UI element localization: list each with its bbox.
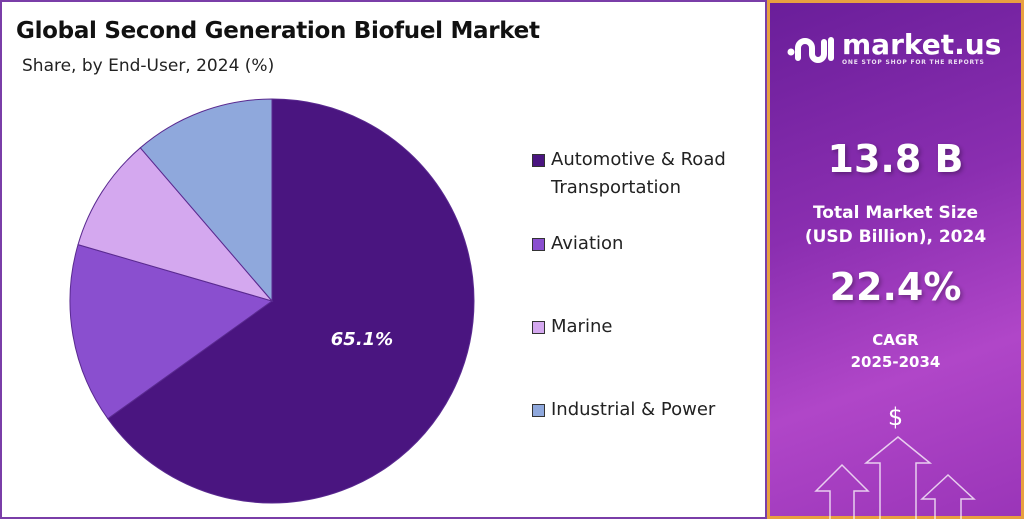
legend-item-aviation: Aviation (532, 230, 623, 258)
legend-label: Transportation (551, 177, 681, 198)
market-size-label-2: (USD Billion), 2024 (804, 227, 987, 247)
pie-slice-2 (77, 147, 274, 302)
legend-label: Aviation (551, 233, 624, 254)
market-size-value: 13.8 B (827, 137, 964, 181)
pie-slice-3 (139, 98, 273, 303)
cagr-period: 2025-2034 (850, 353, 941, 371)
legend-item-industrial: Industrial & Power (532, 396, 715, 424)
legend-swatch (532, 238, 545, 251)
pie-chart: 65.1% (69, 98, 475, 504)
pie-slice-1 (69, 244, 274, 420)
legend-swatch (532, 321, 545, 334)
chart-subtitle: Share, by End-User, 2024 (%) (22, 56, 275, 76)
cagr-value: 22.4% (829, 265, 962, 309)
chart-title: Global Second Generation Biofuel Market (16, 18, 540, 44)
pie-slice-0 (107, 98, 475, 504)
market-size-label: Total Market Size (812, 203, 979, 223)
legend-label: Industrial & Power (551, 399, 716, 420)
legend-label: Marine (551, 316, 613, 337)
summary-panel: market.us ONE STOP SHOP FOR THE REPORTS … (767, 0, 1024, 523)
logo-icon (787, 36, 834, 63)
legend-item-marine: Marine (532, 313, 612, 341)
chart-panel: Global Second Generation Biofuel Market … (0, 0, 767, 519)
data-label-0: 65.1% (331, 329, 393, 350)
legend-item-automotive: Automotive & Road Transportation (532, 146, 726, 202)
brand-tagline: ONE STOP SHOP FOR THE REPORTS (842, 59, 985, 66)
cagr-label: CAGR (872, 331, 919, 349)
dollar-icon: $ (887, 403, 904, 431)
growth-arrows-icon (814, 436, 976, 523)
legend-swatch (532, 404, 545, 417)
brand-name: market.us (842, 28, 1002, 61)
legend-label: Automotive & Road (551, 149, 726, 170)
legend-swatch (532, 154, 545, 167)
market-us-logo: market.us ONE STOP SHOP FOR THE REPORTS (786, 31, 1001, 66)
